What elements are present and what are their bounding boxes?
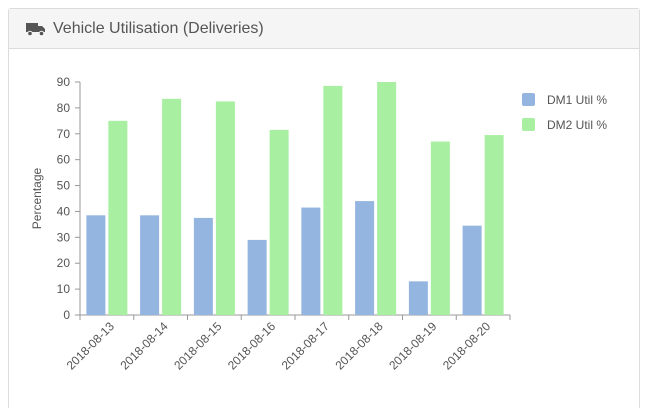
x-tick-label: 2018-08-14 [117,319,171,373]
x-tick-label: 2018-08-13 [64,319,118,373]
panel-header: Vehicle Utilisation (Deliveries) [9,9,639,49]
panel-title: Vehicle Utilisation (Deliveries) [53,19,264,37]
bar-dm1 [462,225,482,315]
x-tick-label: 2018-08-17 [279,319,333,373]
bar-dm2 [108,120,128,315]
bar-dm2 [269,129,289,315]
x-tick-label: 2018-08-15 [171,319,225,373]
legend-swatch [522,118,535,131]
bar-dm2 [215,101,235,316]
bar-dm1 [86,215,106,315]
y-axis-title: Percentage [30,167,44,229]
bar-dm1 [301,207,321,315]
bar-dm2 [323,85,343,315]
y-tick-label: 40 [57,204,71,218]
y-tick-label: 0 [63,308,70,322]
y-tick-label: 70 [57,127,71,141]
y-tick-label: 50 [57,179,71,193]
bar-dm1 [193,217,213,315]
y-tick-label: 30 [57,230,71,244]
bar-dm1 [355,201,375,315]
y-tick-label: 10 [57,282,71,296]
legend-label: DM1 Util % [547,93,607,107]
bar-dm1 [408,281,428,315]
x-tick-label: 2018-08-19 [386,319,440,373]
bar-dm1 [247,239,267,315]
y-tick-label: 20 [57,256,71,270]
y-tick-label: 60 [57,153,71,167]
bar-dm2 [484,135,504,315]
legend-label: DM2 Util % [547,118,607,132]
truck-icon [25,21,47,37]
x-tick-label: 2018-08-20 [440,319,494,373]
y-tick-label: 90 [57,75,71,89]
bar-dm2 [430,141,450,315]
x-tick-label: 2018-08-16 [225,319,279,373]
bar-dm2 [162,98,182,315]
x-tick-label: 2018-08-18 [332,319,386,373]
bar-dm2 [377,82,397,315]
bar-dm1 [140,215,160,315]
y-tick-label: 80 [57,101,71,115]
legend-swatch [522,93,535,106]
